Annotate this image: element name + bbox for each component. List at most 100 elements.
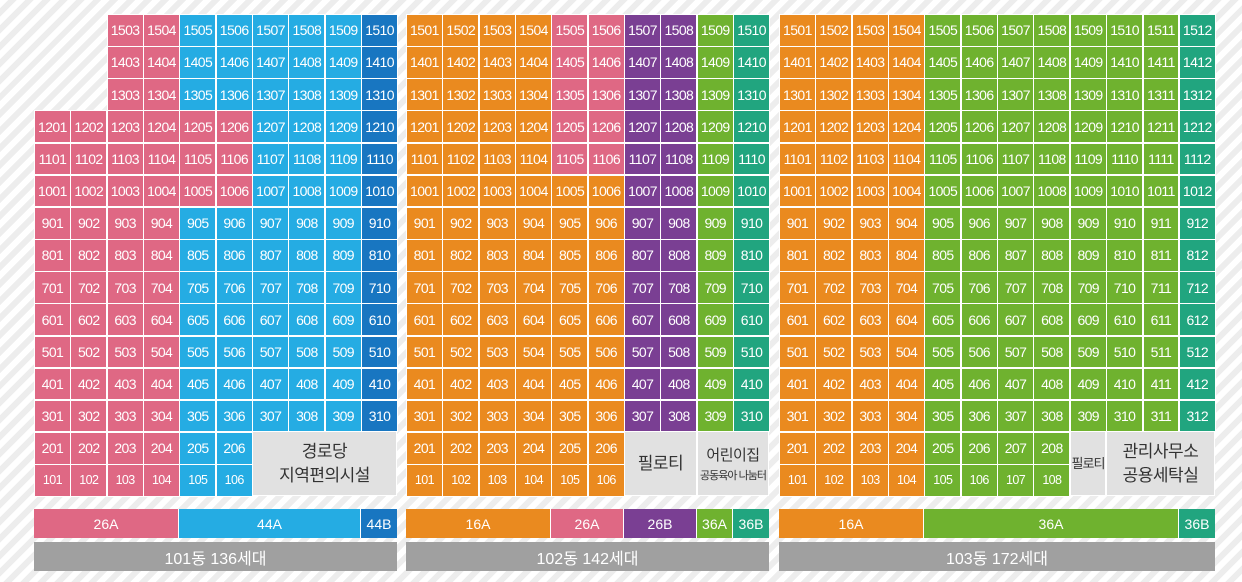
unit-101-1202: 1202: [70, 110, 108, 144]
unit-103-412: 412: [1178, 367, 1216, 401]
unit-101-1208: 1208: [288, 110, 326, 144]
legend-36b: 36B: [733, 509, 769, 538]
unit-101-308: 308: [288, 399, 326, 433]
unit-103-911: 911: [1142, 206, 1180, 240]
unit-101-909: 909: [324, 206, 362, 240]
unit-102-407: 407: [624, 367, 661, 401]
unit-103-1310: 1310: [1106, 78, 1143, 111]
unit-102-1302: 1302: [442, 78, 480, 111]
unit-103-1401: 1401: [779, 46, 816, 79]
unit-103-1305: 1305: [924, 78, 962, 111]
unit-103-1503: 1503: [851, 14, 889, 47]
unit-102-304: 304: [515, 399, 552, 433]
unit-102-101: 101: [406, 464, 443, 497]
unit-103-1102: 1102: [815, 142, 853, 176]
unit-102-1006: 1006: [587, 174, 625, 208]
unit-102-409: 409: [696, 367, 734, 401]
legend-16a: 16A: [406, 509, 551, 538]
unit-102-506: 506: [587, 335, 625, 369]
unit-103-1204: 1204: [888, 110, 925, 144]
unit-101-101: 101: [34, 464, 71, 497]
unit-103-1301: 1301: [779, 78, 816, 111]
unit-102-1509: 1509: [696, 14, 734, 47]
unit-102-508: 508: [660, 335, 698, 369]
unit-102-603: 603: [478, 303, 516, 336]
unit-103-1507: 1507: [997, 14, 1034, 47]
unit-101-310: 310: [361, 399, 398, 433]
unit-103-1302: 1302: [815, 78, 853, 111]
unit-103-504: 504: [888, 335, 925, 369]
unit-101-903: 903: [106, 206, 144, 240]
unit-103-505: 505: [924, 335, 962, 369]
unit-102-1408: 1408: [660, 46, 698, 79]
unit-103-502: 502: [815, 335, 853, 369]
unit-103-1402: 1402: [815, 46, 853, 79]
unit-101-504: 504: [143, 335, 180, 369]
unit-102-806: 806: [587, 239, 625, 272]
unit-103-511: 511: [1142, 335, 1180, 369]
unit-102-206: 206: [587, 431, 625, 465]
unit-102-1206: 1206: [587, 110, 625, 144]
unit-101-904: 904: [143, 206, 180, 240]
unit-102-104: 104: [515, 464, 552, 497]
unit-101-1009: 1009: [324, 174, 362, 208]
unit-103-812: 812: [1178, 239, 1216, 272]
unit-101-602: 602: [70, 303, 108, 336]
unit-101-1002: 1002: [70, 174, 108, 208]
unit-102-507: 507: [624, 335, 661, 369]
unit-103-1205: 1205: [924, 110, 962, 144]
unit-102-1001: 1001: [406, 174, 443, 208]
unit-101-404: 404: [143, 367, 180, 401]
unit-101-206: 206: [215, 431, 253, 465]
unit-102-306: 306: [587, 399, 625, 433]
unit-102-410: 410: [733, 367, 770, 401]
unit-101-403: 403: [106, 367, 144, 401]
unit-103-103: 103: [851, 464, 889, 497]
unit-102-705: 705: [551, 271, 589, 304]
unit-101-1209: 1209: [324, 110, 362, 144]
unit-101-1310: 1310: [361, 78, 398, 111]
unit-101-1003: 1003: [106, 174, 144, 208]
unit-101-1408: 1408: [288, 46, 326, 79]
unit-102-403: 403: [478, 367, 516, 401]
unit-101-410: 410: [361, 367, 398, 401]
facility-label: 지역편의시설: [279, 465, 370, 485]
unit-102-1202: 1202: [442, 110, 480, 144]
unit-102-1303: 1303: [478, 78, 516, 111]
unit-101-1206: 1206: [215, 110, 253, 144]
unit-101-1109: 1109: [324, 142, 362, 176]
unit-102-1401: 1401: [406, 46, 443, 79]
unit-101-1106: 1106: [215, 142, 253, 176]
unit-103-1406: 1406: [960, 46, 998, 79]
unit-101-604: 604: [143, 303, 180, 336]
unit-101-408: 408: [288, 367, 326, 401]
unit-102-503: 503: [478, 335, 516, 369]
unit-103-708: 708: [1033, 271, 1071, 304]
unit-102-302: 302: [442, 399, 480, 433]
unit-101-405: 405: [179, 367, 217, 401]
unit-101-801: 801: [34, 239, 71, 272]
unit-103-101: 101: [779, 464, 816, 497]
legend-26a: 26A: [34, 509, 179, 538]
building-footer-103: 103동 172세대: [779, 542, 1215, 571]
unit-101-505: 505: [179, 335, 217, 369]
unit-type-legend-102: 16A 26A 26B 36A 36B: [406, 509, 769, 538]
unit-101-103: 103: [106, 464, 144, 497]
unit-103-1112: 1112: [1178, 142, 1216, 176]
unit-103-1105: 1105: [924, 142, 962, 176]
unit-103-1307: 1307: [997, 78, 1034, 111]
unit-101-102: 102: [70, 464, 108, 497]
unit-101-104: 104: [143, 464, 180, 497]
unit-103-1109: 1109: [1069, 142, 1107, 176]
unit-103-707: 707: [997, 271, 1034, 304]
unit-103-611: 611: [1142, 303, 1180, 336]
unit-103-802: 802: [815, 239, 853, 272]
unit-103-608: 608: [1033, 303, 1071, 336]
unit-103-1206: 1206: [960, 110, 998, 144]
unit-103-602: 602: [815, 303, 853, 336]
unit-101-802: 802: [70, 239, 108, 272]
unit-103-1403: 1403: [851, 46, 889, 79]
unit-103-203: 203: [851, 431, 889, 465]
unit-102-308: 308: [660, 399, 698, 433]
unit-101-202: 202: [70, 431, 108, 465]
